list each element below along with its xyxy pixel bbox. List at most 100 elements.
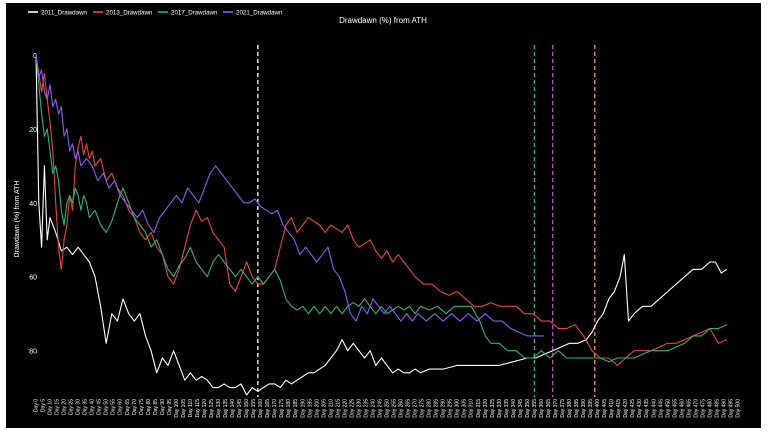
x-tick-label: Day 475 (700, 399, 706, 418)
y-tick-label: 40 (29, 201, 37, 208)
series-lines (35, 54, 728, 396)
x-tick-label: Day 465 (686, 399, 692, 418)
x-tick-label: Day 350 (525, 399, 531, 418)
x-tick-label: Day 165 (265, 399, 271, 418)
x-tick-label: Day 300 (455, 399, 461, 418)
legend-label-1: 2013_Drawdawn (106, 10, 153, 17)
x-tick-label: Day 25 (69, 399, 75, 415)
x-tick-label: Day 425 (630, 399, 636, 418)
x-tick-label: Day 85 (153, 399, 159, 415)
x-tick-label: Day 110 (188, 399, 194, 417)
x-tick-label: Day 395 (588, 399, 594, 418)
x-tick-label: Day 10 (48, 399, 54, 415)
x-tick-label: Day 5 (41, 399, 47, 412)
chart-frame: 2011_Drawdawn 2013_Drawdawn 2017_Drawdawn 2… (6, 3, 761, 428)
x-tick-label: Day 360 (539, 399, 545, 418)
chart-svg: 2011_Drawdawn 2013_Drawdawn 2017_Drawdawn 2… (14, 10, 742, 418)
x-tick-label: Day 255 (392, 399, 398, 418)
x-tick-label: Day 345 (518, 399, 524, 418)
x-tick-label: Day 240 (371, 399, 377, 418)
x-tick-label: Day 15 (55, 399, 61, 415)
x-tick-label: Day 310 (469, 399, 475, 418)
legend-label-0: 2011_Drawdawn (41, 10, 88, 17)
x-tick-label: Day 450 (665, 399, 671, 418)
x-tick-label: Day 470 (693, 399, 699, 418)
x-tick-label: Day 285 (434, 399, 440, 418)
x-tick-label: Day 430 (637, 399, 643, 418)
x-tick-label: Day 225 (349, 399, 355, 418)
y-tick-label: 60 (29, 275, 37, 282)
x-tick-label: Day 205 (321, 399, 327, 418)
x-tick-label: Day 340 (511, 399, 517, 418)
x-tick-label: Day 495 (729, 399, 735, 418)
x-tick-label: Day 270 (413, 399, 419, 418)
x-tick-label: Day 55 (111, 399, 117, 415)
x-tick-label: Day 170 (272, 399, 278, 418)
x-tick-label: Day 500 (736, 399, 742, 418)
x-tick-label: Day 385 (574, 399, 580, 418)
x-tick-label: Day 155 (251, 399, 257, 418)
x-tick-label: Day 375 (560, 399, 566, 418)
x-tick-label: Day 400 (595, 399, 601, 418)
x-tick-label: Day 245 (378, 399, 384, 418)
x-tick-label: Day 125 (209, 399, 215, 418)
x-tick-label: Day 275 (420, 399, 426, 418)
x-tick-label: Day 100 (174, 399, 180, 418)
x-tick-label: Day 150 (244, 399, 250, 418)
x-tick-label: Day 145 (237, 399, 243, 418)
x-tick-label: Day 335 (504, 399, 510, 418)
x-tick-label: Day 290 (441, 399, 447, 418)
x-tick-label: Day 230 (356, 399, 362, 418)
x-tick-label: Day 65 (125, 399, 131, 415)
x-tick-label: Day 305 (462, 399, 468, 418)
x-tick-label: Day 235 (363, 399, 369, 418)
x-tick-label: Day 120 (202, 399, 208, 418)
x-tick-label: Day 95 (167, 399, 173, 415)
x-tick-label: Day 115 (195, 399, 201, 417)
x-tick-label: Day 320 (483, 399, 489, 418)
x-tick-label: Day 445 (658, 399, 664, 418)
x-tick-label: Day 35 (83, 399, 89, 415)
x-tick-label: Day 60 (118, 399, 124, 415)
x-tick-label: Day 50 (104, 399, 110, 415)
chart-legend: 2011_Drawdawn 2013_Drawdawn 2017_Drawdawn 2… (28, 10, 283, 17)
x-tick-label: Day 260 (399, 399, 405, 418)
x-tick-label: Day 295 (448, 399, 454, 418)
x-tick-label: Day 215 (335, 399, 341, 418)
x-tick-label: Day 45 (97, 399, 103, 415)
x-tick-label: Day 185 (293, 399, 299, 418)
series-line-3 (35, 54, 545, 337)
series-line-1 (35, 54, 728, 366)
x-tick-label: Day 330 (497, 399, 503, 418)
x-tick-label: Day 280 (427, 399, 433, 418)
x-tick-label: Day 135 (223, 399, 229, 418)
x-tick-label: Day 250 (385, 399, 391, 418)
series-line-0 (35, 54, 728, 396)
x-tick-label: Day 480 (707, 399, 713, 418)
x-tick-label: Day 415 (616, 399, 622, 418)
x-tick-label: Day 90 (160, 399, 166, 415)
x-tick-label: Day 75 (139, 399, 145, 415)
x-tick-label: Day 325 (490, 399, 496, 418)
chart-title: Drawdawn (%) from ATH (339, 16, 427, 25)
x-axis-ticks: Day 0 Day 5 Day 10 Day 15 Day 20 Day 25 Day 30… (34, 399, 742, 418)
x-tick-label: Day 210 (328, 399, 334, 418)
x-tick-label: Day 140 (230, 399, 236, 418)
x-tick-label: Day 30 (76, 399, 82, 415)
x-tick-label: Day 190 (300, 399, 306, 418)
x-tick-label: Day 420 (623, 399, 629, 418)
series-line-2 (35, 54, 728, 363)
x-tick-label: Day 365 (546, 399, 552, 418)
x-tick-label: Day 440 (651, 399, 657, 418)
x-tick-label: Day 80 (146, 399, 152, 415)
x-tick-label: Day 455 (672, 399, 678, 418)
x-tick-label: Day 160 (258, 399, 264, 418)
x-tick-label: Day 200 (314, 399, 320, 418)
x-tick-label: Day 175 (279, 399, 285, 418)
x-tick-label: Day 355 (532, 399, 538, 418)
x-tick-label: Day 380 (567, 399, 573, 418)
y-tick-label: 0 (33, 53, 37, 60)
x-tick-label: Day 0 (34, 399, 40, 412)
y-tick-label: 20 (29, 127, 37, 134)
x-tick-label: Day 460 (679, 399, 685, 418)
